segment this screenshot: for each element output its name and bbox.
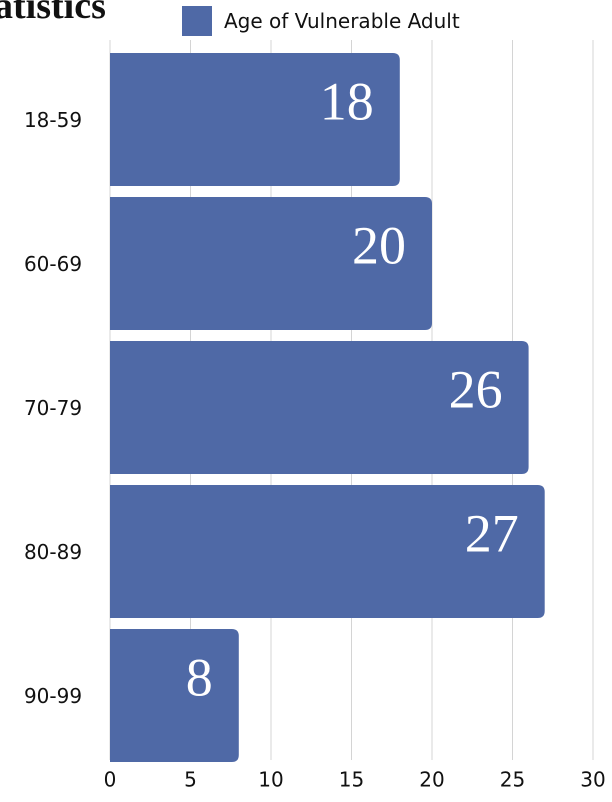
data-label-80-89: 27 — [465, 503, 519, 563]
bar-80-89 — [110, 485, 545, 618]
x-tick-label-0: 0 — [104, 768, 117, 792]
category-label-18-59: 18-59 — [24, 108, 82, 132]
bars: 18 20 26 27 8 — [110, 53, 545, 762]
bar-18-59 — [110, 53, 400, 186]
legend-label: Age of Vulnerable Adult — [224, 9, 460, 33]
data-label-60-69: 20 — [352, 215, 406, 275]
x-tick-label-30: 30 — [580, 768, 605, 792]
data-label-90-99: 8 — [186, 647, 213, 707]
legend-swatch — [182, 6, 212, 36]
y-axis-labels: 18-59 60-69 70-79 80-89 90-99 — [24, 108, 82, 708]
x-tick-label-10: 10 — [258, 768, 283, 792]
chart-title: atistics — [0, 0, 106, 27]
x-tick-label-5: 5 — [184, 768, 197, 792]
category-label-80-89: 80-89 — [24, 540, 82, 564]
bar-70-79 — [110, 341, 529, 474]
data-label-18-59: 18 — [320, 71, 374, 131]
x-tick-label-15: 15 — [339, 768, 364, 792]
category-label-70-79: 70-79 — [24, 396, 82, 420]
x-tick-label-20: 20 — [419, 768, 444, 792]
legend: Age of Vulnerable Adult — [182, 6, 460, 36]
data-label-70-79: 26 — [449, 359, 503, 419]
bar-60-69 — [110, 197, 432, 330]
x-tick-label-25: 25 — [500, 768, 525, 792]
category-label-90-99: 90-99 — [24, 684, 82, 708]
bar-90-99 — [110, 629, 239, 762]
category-label-60-69: 60-69 — [24, 252, 82, 276]
x-axis-labels: 0 5 10 15 20 25 30 — [104, 768, 606, 792]
